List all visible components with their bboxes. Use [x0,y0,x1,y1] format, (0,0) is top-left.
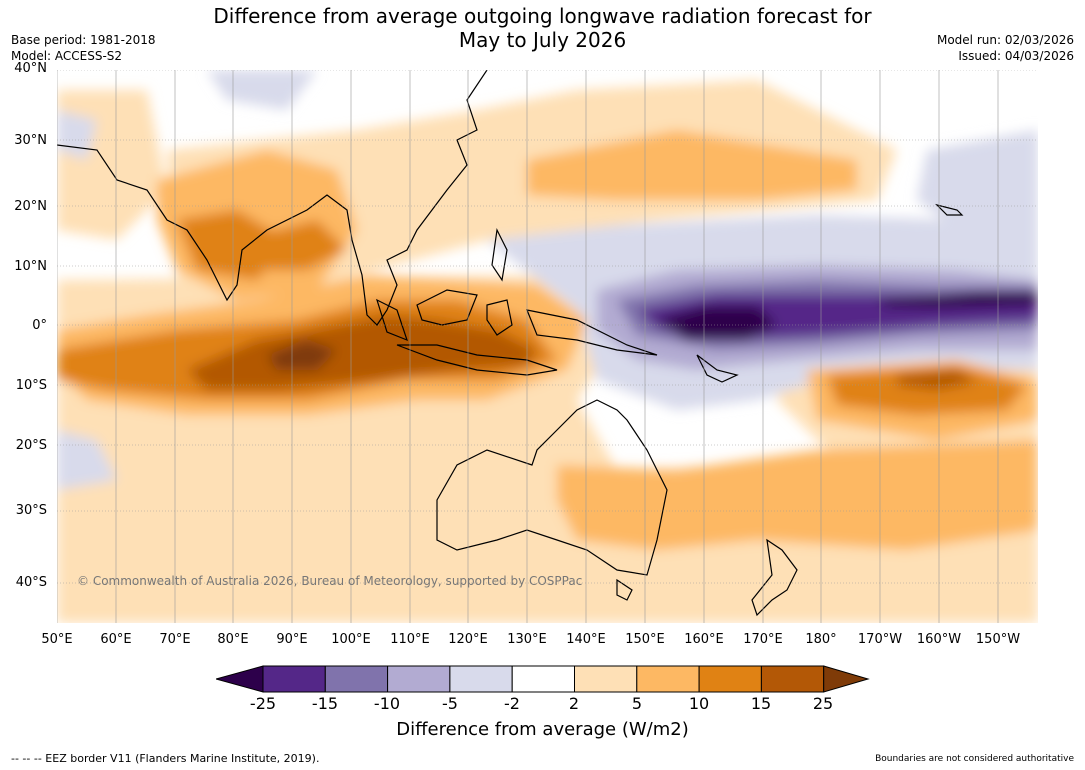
lat-label-20s: 20°S [15,438,47,453]
legend-swatch [636,665,700,693]
eez-note: -- -- -- EEZ border V11 (Flanders Marine… [11,752,320,765]
lat-label-10s: 10°S [15,378,47,393]
title-line-1: Difference from average outgoing longwav… [213,4,872,28]
lat-label-equator: 0° [32,318,47,333]
legend-tick: 10 [688,694,710,713]
legend-label: Difference from average (W/m2) [396,719,689,740]
lon-label-90e: 90°E [276,632,308,647]
lon-label-100e: 100°E [331,632,371,647]
lon-label-50e: 50°E [41,632,73,647]
lon-label-180: 180° [805,632,837,647]
meta-left: Base period: 1981-2018 Model: ACCESS-S2 [11,32,156,64]
legend-tick: -25 [249,694,277,713]
lon-label-140e: 140°E [566,632,606,647]
lon-label-60e: 60°E [100,632,132,647]
lon-label-150e: 150°E [625,632,665,647]
lon-label-70e: 70°E [159,632,191,647]
legend-swatch [262,665,326,693]
lat-label-20n: 20°N [14,199,47,214]
model-run: Model run: 02/03/2026 [936,33,1074,47]
legend-swatch [324,665,389,693]
legend-tick: 2 [568,694,580,713]
copyright-notice: © Commonwealth of Australia 2026, Bureau… [77,574,583,588]
title-line-2: May to July 2026 [458,28,627,52]
legend-tick: -2 [504,694,520,713]
lon-label-80e: 80°E [217,632,249,647]
lon-label-110e: 110°E [390,632,430,647]
legend-swatch [449,665,513,693]
legend-swatch-min [216,665,264,693]
legend-colorbar [216,665,870,693]
legend-tick: 15 [750,694,772,713]
lon-label-160w: 160°W [916,632,962,647]
legend-swatch [387,665,451,693]
legend-tick: -10 [373,694,401,713]
lon-label-170w: 170°W [857,632,903,647]
meta-right: Model run: 02/03/2026 Issued: 04/03/2026 [937,32,1074,64]
base-period: Base period: 1981-2018 [11,33,156,47]
issued-date: Issued: 04/03/2026 [958,49,1074,63]
lat-label-40n: 40°N [14,61,47,76]
model-name: Model: ACCESS-S2 [11,49,123,63]
olr-anomaly-map [57,70,1038,623]
lat-label-10n: 10°N [14,259,47,274]
anomaly-field [57,70,1038,623]
legend-swatch-max [823,665,870,693]
lon-label-120e: 120°E [448,632,488,647]
legend-swatch [760,665,825,693]
lon-label-130e: 130°E [507,632,547,647]
legend-tick: -5 [442,694,458,713]
legend-swatch [511,665,576,693]
legend-tick: 25 [812,694,834,713]
lat-label-30s: 30°S [15,503,47,518]
legend-tick: -15 [311,694,339,713]
coastlines [57,70,964,617]
boundaries-note: Boundaries are not considered authoritat… [875,754,1074,764]
legend-swatch [698,665,762,693]
legend-tick: 5 [631,694,643,713]
lon-label-150w: 150°W [975,632,1021,647]
page-title: Difference from average outgoing longwav… [0,4,1085,52]
lat-label-30n: 30°N [14,133,47,148]
lon-label-160e: 160°E [684,632,724,647]
legend-swatch [574,665,638,693]
lon-label-170e: 170°E [743,632,783,647]
lat-label-40s: 40°S [15,575,47,590]
